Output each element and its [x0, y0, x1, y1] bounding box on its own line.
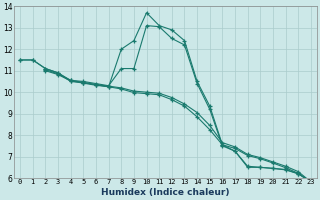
X-axis label: Humidex (Indice chaleur): Humidex (Indice chaleur) — [101, 188, 230, 197]
